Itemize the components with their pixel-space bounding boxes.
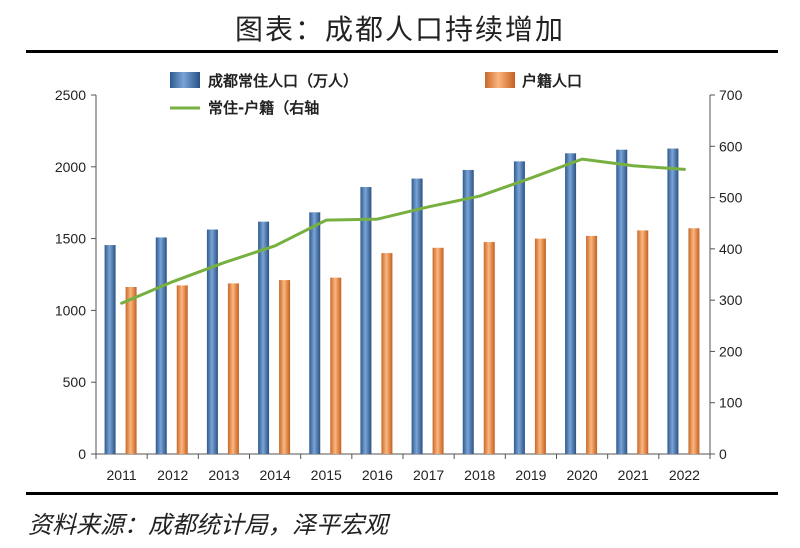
bar-registered <box>483 242 495 454</box>
bar-resident <box>667 148 679 454</box>
bar-registered <box>586 235 598 454</box>
line-difference <box>120 157 686 305</box>
left-tick-label: 2500 <box>55 87 86 103</box>
x-tick-label: 2015 <box>311 467 342 483</box>
bar-registered <box>279 280 291 454</box>
bar-resident <box>155 237 167 454</box>
bar-registered <box>227 283 239 454</box>
x-tick-label: 2017 <box>413 467 444 483</box>
x-tick-label: 2014 <box>260 467 291 483</box>
bar-resident <box>565 153 577 454</box>
bar-resident <box>104 245 116 454</box>
x-tick-label: 2011 <box>107 467 137 483</box>
right-tick-label: 200 <box>719 343 743 359</box>
left-tick-label: 500 <box>63 374 87 390</box>
bar-resident <box>258 221 270 454</box>
line-layer <box>120 157 686 305</box>
bar-registered <box>432 247 444 454</box>
bar-resident <box>206 229 218 454</box>
legend-label-resident: 成都常住人口（万人） <box>208 72 358 90</box>
right-tick-label: 500 <box>719 190 743 206</box>
bar-resident <box>411 178 423 454</box>
right-tick-label: 0 <box>719 446 727 462</box>
x-tick-label: 2012 <box>157 467 188 483</box>
bar-registered <box>125 286 137 454</box>
bottom-rule <box>26 492 778 495</box>
labels-layer: 0 500 1000 1500 2000 2500 0 100 200 300 400 500 600 7… <box>55 87 743 483</box>
bar-registered <box>381 253 393 454</box>
bar-resident <box>309 212 321 454</box>
left-tick-label: 1500 <box>55 231 86 247</box>
axes-layer <box>91 94 715 459</box>
x-tick-label: 2016 <box>362 467 393 483</box>
left-tick-label: 1000 <box>55 302 86 318</box>
legend-swatch-resident <box>170 72 200 88</box>
bar-registered <box>688 228 700 454</box>
right-tick-label: 100 <box>719 395 743 411</box>
bars-layer <box>104 148 700 454</box>
x-tick-label: 2020 <box>567 467 598 483</box>
top-rule <box>26 50 778 53</box>
left-tick-label: 2000 <box>55 159 86 175</box>
bar-registered <box>637 230 649 454</box>
x-tick-label: 2013 <box>208 467 239 483</box>
right-tick-label: 600 <box>719 138 743 154</box>
source-note: 资料来源：成都统计局，泽平宏观 <box>28 511 388 539</box>
bar-resident <box>360 187 372 454</box>
chart-title: 图表：成都人口持续增加 <box>234 13 565 46</box>
right-tick-label: 300 <box>719 292 743 308</box>
bar-resident <box>462 169 474 454</box>
bar-resident <box>513 161 525 454</box>
legend-label-difference: 常住-户籍（右轴 <box>208 99 319 117</box>
legend-label-registered: 户籍人口 <box>522 72 582 90</box>
bar-registered <box>330 277 342 454</box>
left-tick-label: 0 <box>78 446 86 462</box>
x-tick-label: 2019 <box>515 467 546 483</box>
right-tick-label: 400 <box>719 241 743 257</box>
x-tick-label: 2022 <box>669 467 700 483</box>
x-tick-label: 2021 <box>618 467 649 483</box>
legend-swatch-registered <box>485 72 515 88</box>
bar-resident <box>616 149 628 454</box>
bar-registered <box>534 238 546 454</box>
bar-registered <box>176 285 188 454</box>
right-tick-label: 700 <box>719 87 743 103</box>
x-tick-label: 2018 <box>464 467 495 483</box>
